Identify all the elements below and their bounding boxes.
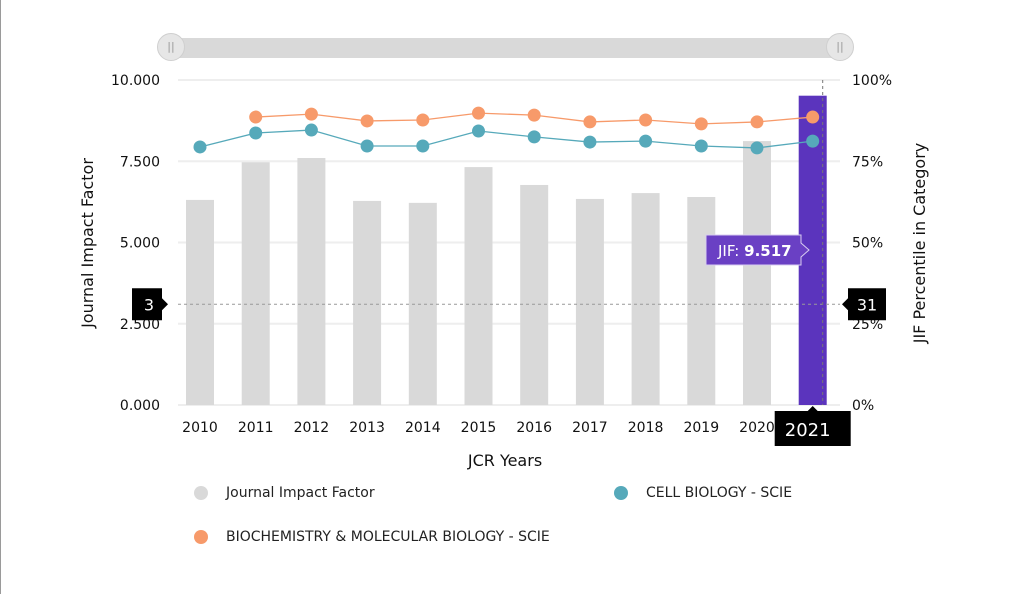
y2-tick-label: 0% bbox=[852, 398, 874, 414]
crosshair-right-badge bbox=[842, 288, 886, 321]
series-point bbox=[527, 108, 541, 122]
x-tick-label: 2020 bbox=[739, 420, 775, 436]
y-tick-label: 5.000 bbox=[120, 236, 160, 252]
tooltip-text: JIF: 9.517 bbox=[717, 242, 792, 260]
series-point bbox=[806, 134, 820, 148]
crosshair-left-badge bbox=[132, 288, 168, 321]
series-point bbox=[249, 126, 263, 140]
y2-tick-label: 100% bbox=[852, 73, 892, 89]
legend-item-jif[interactable]: Journal Impact Factor bbox=[194, 485, 375, 501]
bar-2013 bbox=[353, 200, 382, 405]
bar-2011 bbox=[241, 162, 270, 405]
legend-label: BIOCHEMISTRY & MOLECULAR BIOLOGY - SCIE bbox=[226, 529, 550, 545]
range-slider-track[interactable] bbox=[171, 38, 840, 58]
bar-2020 bbox=[743, 141, 771, 405]
bar-2010 bbox=[186, 199, 214, 405]
bar-2018 bbox=[631, 193, 660, 405]
series-point bbox=[583, 135, 597, 149]
series-point bbox=[583, 115, 597, 129]
x-tick-label: 2010 bbox=[182, 420, 218, 436]
series-point bbox=[639, 113, 653, 127]
series-point bbox=[416, 139, 430, 153]
series-point bbox=[360, 139, 374, 153]
series-point bbox=[416, 113, 430, 127]
bar-2019 bbox=[687, 197, 716, 405]
legend-dot-icon bbox=[614, 486, 628, 500]
tooltip-value: 9.517 bbox=[744, 242, 791, 260]
x-tick-label: 2017 bbox=[572, 420, 608, 436]
legend-label: CELL BIOLOGY - SCIE bbox=[646, 485, 793, 501]
y-tick-label: 7.500 bbox=[120, 154, 160, 170]
series-point bbox=[360, 114, 374, 128]
x-tick-label: 2014 bbox=[405, 420, 441, 436]
series-point bbox=[694, 117, 708, 131]
x-tick-label: 2011 bbox=[238, 420, 274, 436]
range-slider-left-handle[interactable]: || bbox=[157, 33, 185, 61]
series-point bbox=[750, 115, 764, 129]
y2-axis-title: JIF Percentile in Category bbox=[910, 143, 929, 345]
series-point bbox=[694, 139, 708, 153]
tooltip-box bbox=[705, 234, 810, 266]
tooltip-label: JIF: bbox=[717, 242, 744, 260]
x-tick-label: 2013 bbox=[349, 420, 385, 436]
legend-label: Journal Impact Factor bbox=[226, 485, 375, 501]
range-slider-right-handle[interactable]: || bbox=[826, 33, 854, 61]
legend-item-biochemistry[interactable]: BIOCHEMISTRY & MOLECULAR BIOLOGY - SCIE bbox=[194, 529, 550, 545]
bar-2016 bbox=[520, 184, 549, 405]
legend-item-cell-biology[interactable]: CELL BIOLOGY - SCIE bbox=[614, 485, 792, 501]
x-tick-label: 2012 bbox=[294, 420, 330, 436]
series-point bbox=[472, 124, 485, 138]
bar-2012 bbox=[297, 158, 326, 405]
y-tick-label: 10.000 bbox=[111, 73, 160, 89]
series-point bbox=[304, 123, 318, 137]
legend-dot-icon bbox=[194, 530, 208, 544]
series-point bbox=[193, 140, 207, 154]
crosshair-left-value: 3 bbox=[144, 295, 154, 314]
crosshair-right-value: 31 bbox=[857, 295, 877, 314]
x-tick-label: 2018 bbox=[628, 420, 664, 436]
legend-dot-icon bbox=[194, 486, 208, 500]
y2-tick-label: 50% bbox=[852, 236, 883, 252]
x-axis-title: JCR Years bbox=[467, 451, 542, 470]
bar-2015 bbox=[464, 167, 493, 405]
x-tick-label: 2016 bbox=[516, 420, 552, 436]
series-point bbox=[750, 141, 764, 155]
x-tick-label: 2015 bbox=[461, 420, 497, 436]
y-axis-title: Journal Impact Factor bbox=[78, 158, 97, 329]
y2-tick-label: 25% bbox=[852, 317, 883, 333]
series-point bbox=[304, 107, 318, 121]
series-point bbox=[639, 134, 653, 148]
series-point bbox=[249, 110, 263, 124]
x-tick-label: 2019 bbox=[683, 420, 719, 436]
window-edge bbox=[0, 0, 1, 594]
y-tick-label: 0.000 bbox=[120, 398, 160, 414]
bar-2017 bbox=[575, 198, 604, 405]
y-tick-label: 2.500 bbox=[120, 317, 160, 333]
series-point bbox=[527, 130, 541, 144]
crosshair-x-badge bbox=[774, 406, 851, 446]
crosshair-x-value: 2021 bbox=[785, 420, 831, 441]
series-point bbox=[806, 110, 820, 124]
y2-tick-label: 75% bbox=[852, 154, 883, 170]
series-line-1 bbox=[199, 129, 813, 149]
series-point bbox=[472, 106, 485, 120]
